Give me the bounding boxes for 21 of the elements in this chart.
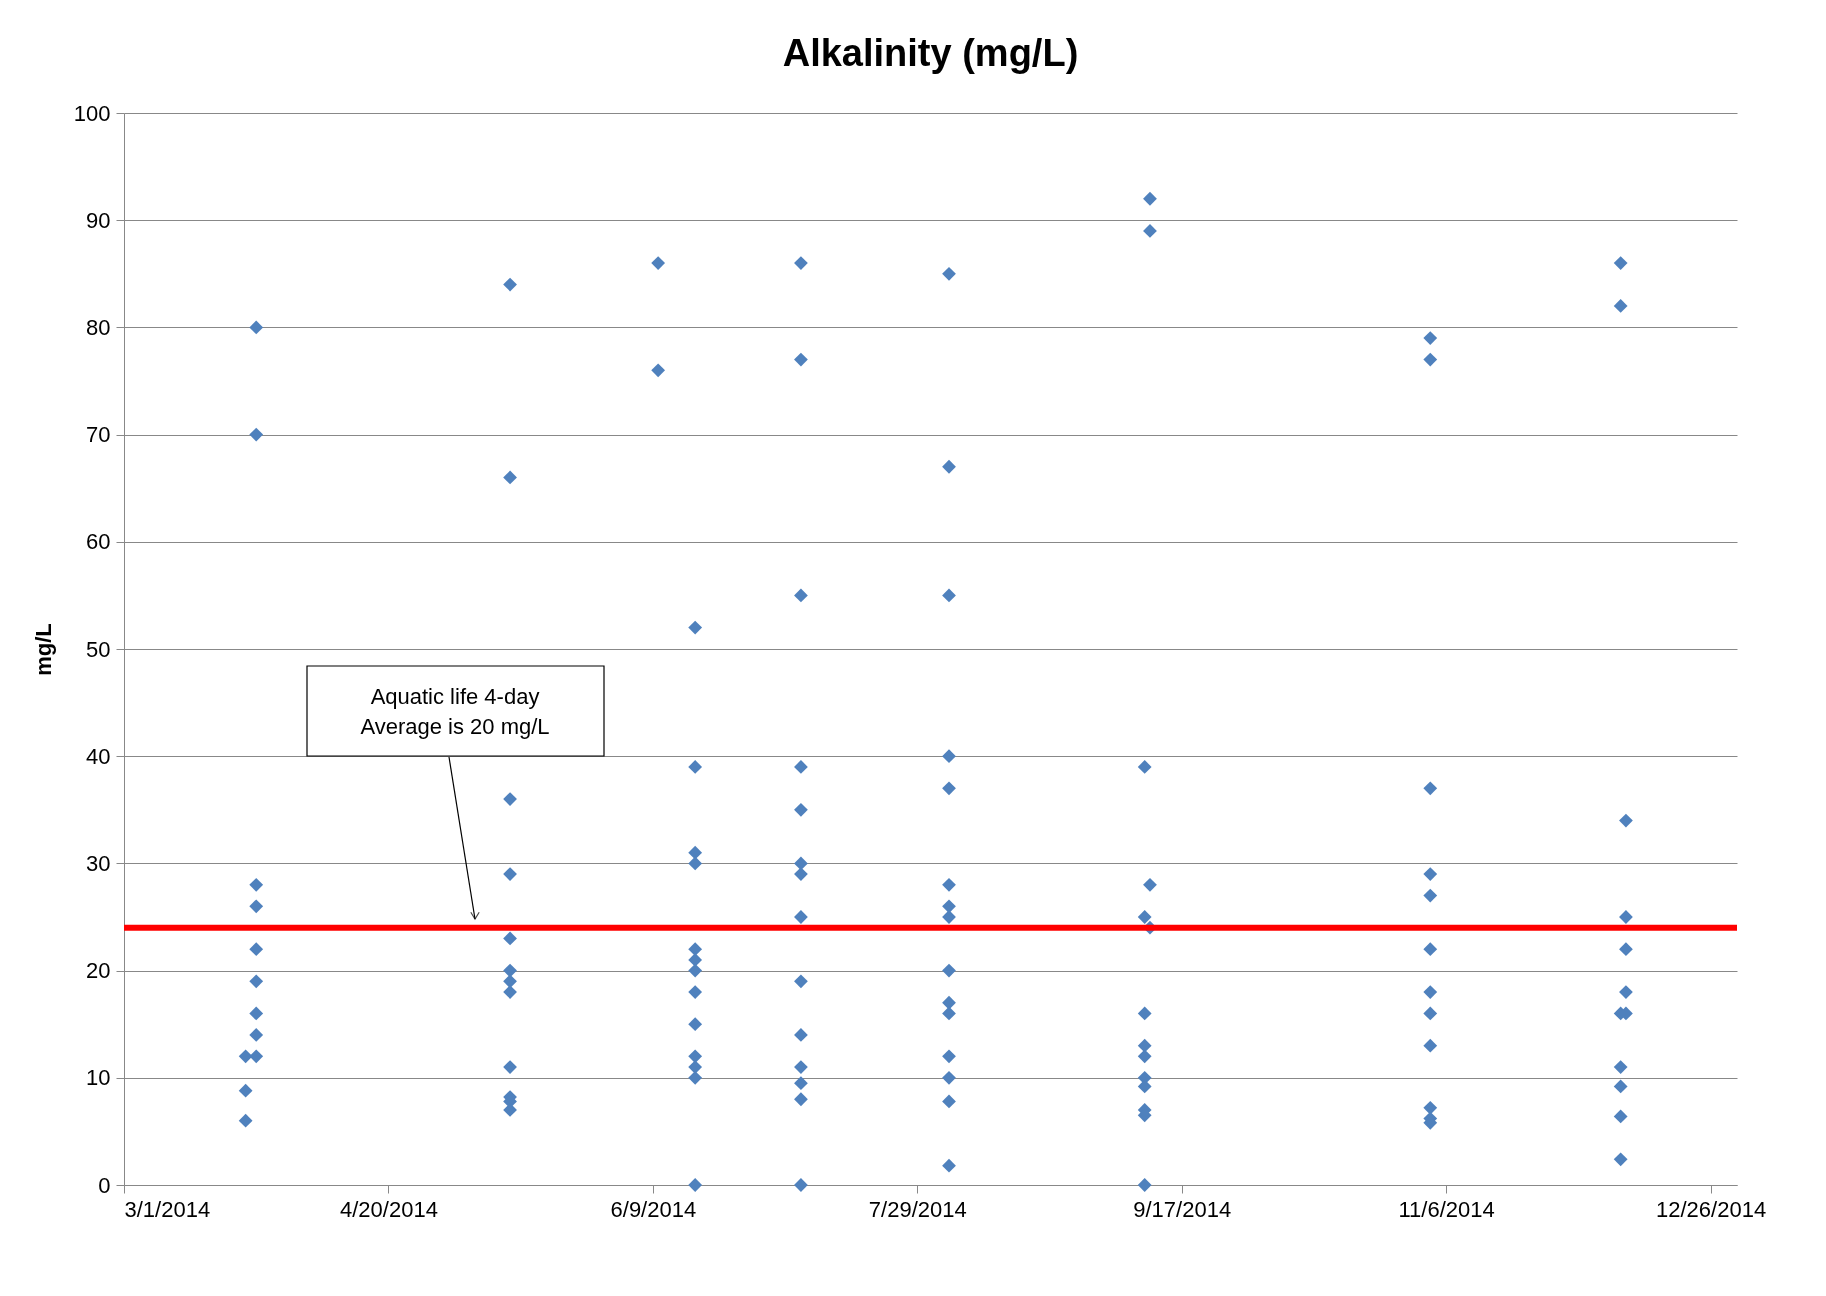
x-tick-label: 7/29/2014: [868, 1196, 967, 1222]
y-tick-label: 0: [98, 1172, 111, 1198]
x-tick-label: 4/20/2014: [339, 1196, 438, 1222]
x-tick-label: 12/26/2014: [1656, 1196, 1767, 1222]
y-tick-label: 80: [86, 314, 111, 340]
annotation: Aquatic life 4-day Average is 20 mg/L: [360, 684, 550, 739]
y-tick-label: 60: [86, 529, 111, 555]
y-tick-label: 100: [73, 100, 111, 126]
y-tick-label: 10: [86, 1065, 111, 1091]
y-tick-label: 70: [86, 422, 111, 448]
x-tick-label: 11/6/2014: [1398, 1196, 1495, 1222]
y-tick-label: 50: [86, 636, 111, 662]
y-tick-label: 90: [86, 207, 111, 233]
x-tick-label: 3/1/2014: [124, 1196, 211, 1222]
x-tick-label: 6/9/2014: [610, 1196, 697, 1222]
y-tick-label: 30: [86, 850, 111, 876]
y-axis-title: mg/L: [30, 623, 56, 676]
y-tick-label: 40: [86, 743, 111, 769]
x-tick-label: 9/17/2014: [1133, 1196, 1232, 1222]
chart-title: Alkalinity (mg/L): [782, 32, 1079, 74]
y-tick-label: 20: [86, 958, 111, 984]
